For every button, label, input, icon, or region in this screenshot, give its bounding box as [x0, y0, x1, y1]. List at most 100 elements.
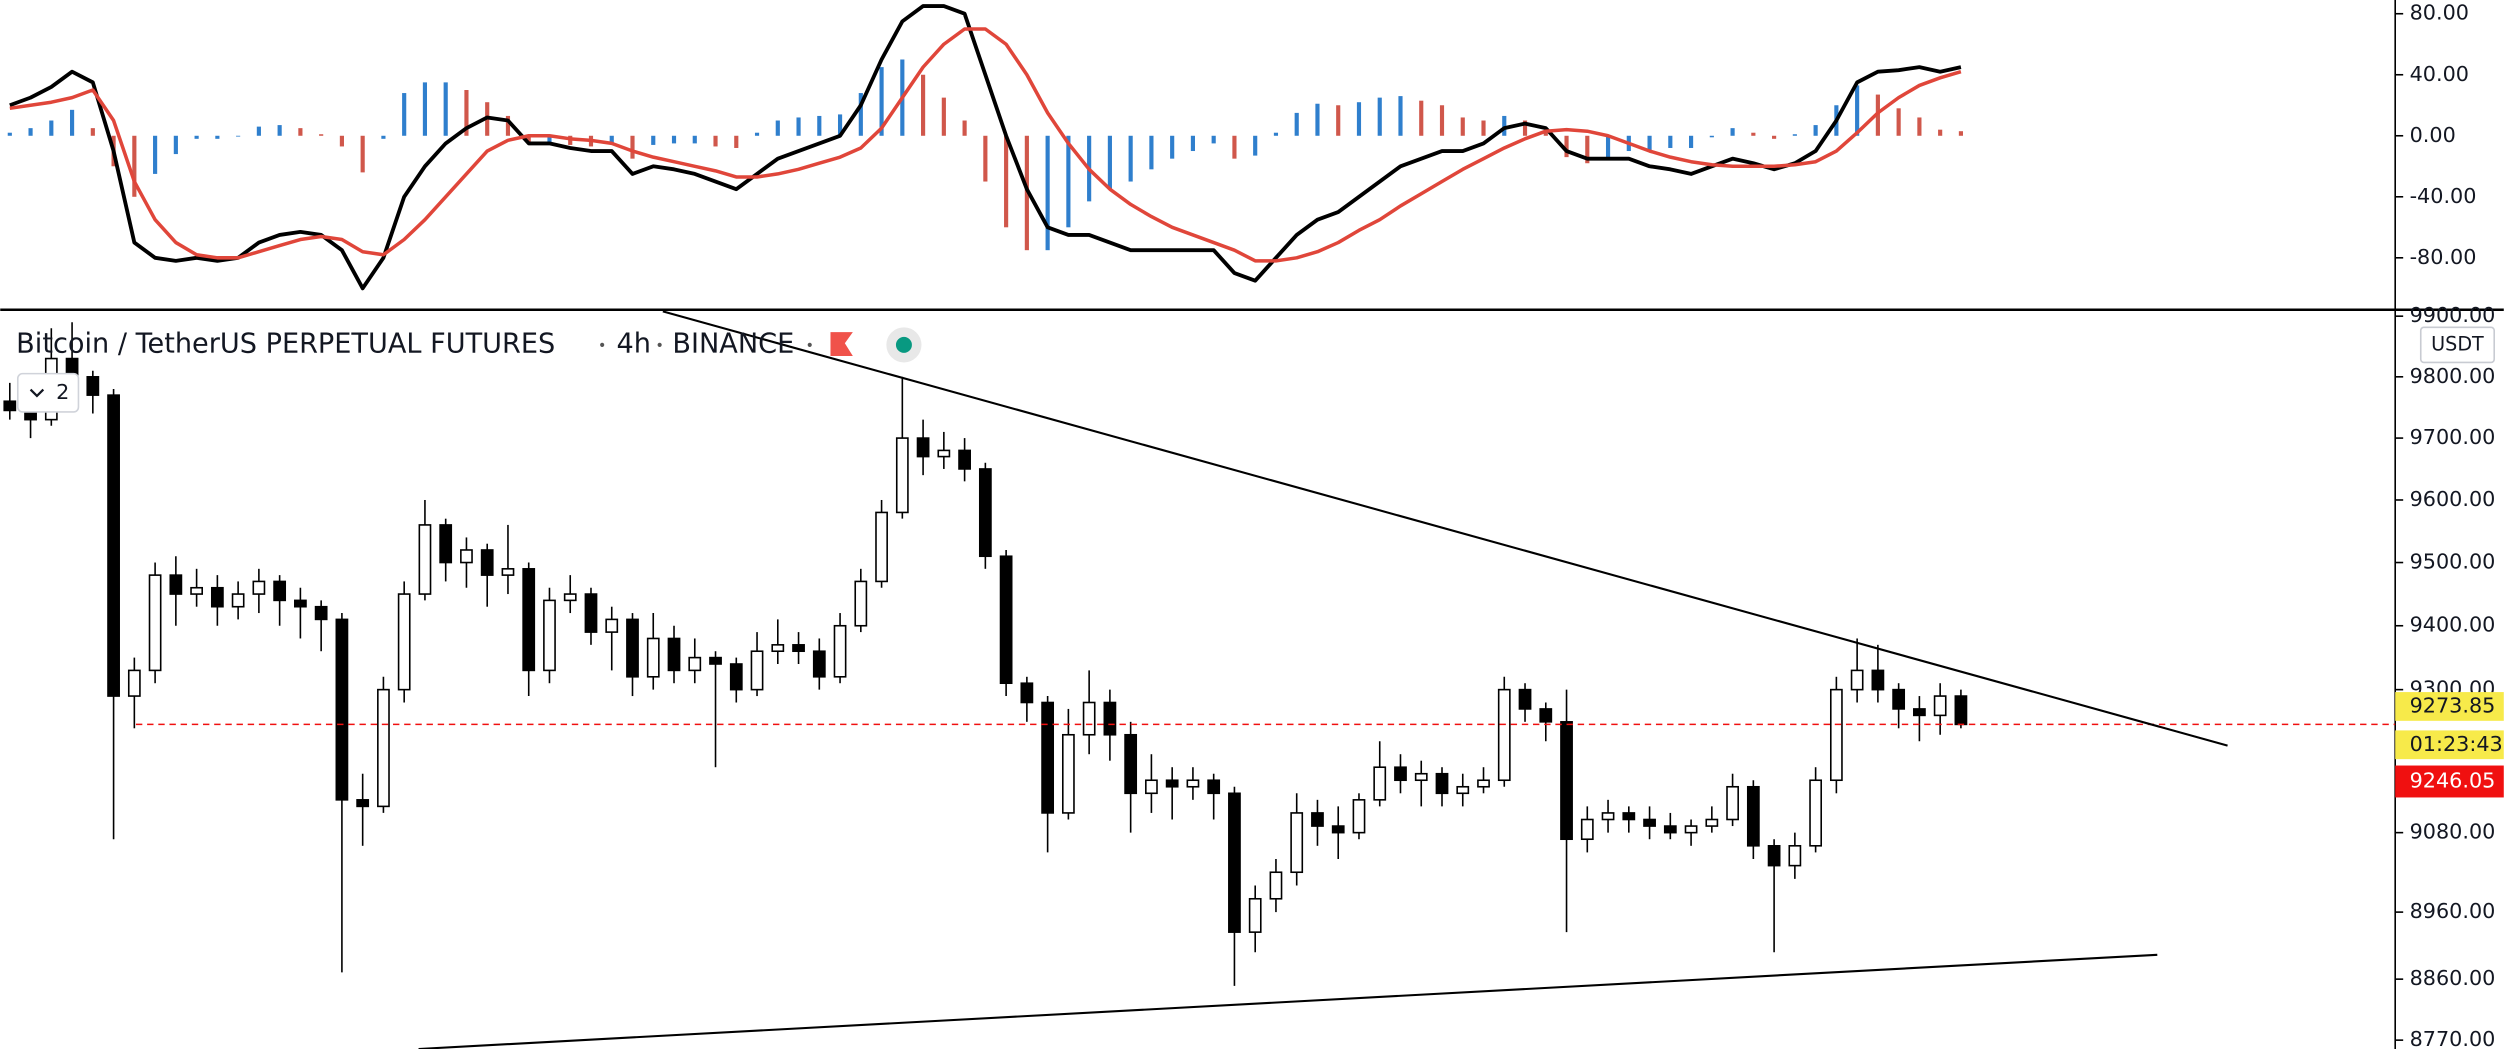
histogram-bar — [236, 135, 241, 137]
candle-body — [522, 568, 536, 672]
histogram-bar — [1813, 125, 1818, 136]
histogram-bar — [1855, 85, 1860, 136]
histogram-bar — [1128, 135, 1133, 182]
histogram-bar — [381, 135, 386, 139]
flag-icon[interactable] — [830, 332, 853, 357]
candle-body — [875, 511, 888, 583]
y-tick-label: 9600.00 — [2410, 487, 2496, 511]
status-icon[interactable] — [895, 336, 912, 353]
histogram-bar — [921, 74, 926, 136]
candle-body — [210, 586, 224, 608]
candle-body — [418, 524, 432, 595]
candle-body — [1435, 772, 1449, 795]
histogram-bar — [1792, 134, 1797, 136]
candle-body — [356, 799, 370, 808]
histogram-bar — [69, 109, 75, 136]
histogram-bar — [962, 120, 967, 136]
candle-body — [792, 644, 805, 653]
histogram-bar — [1190, 135, 1195, 152]
histogram-bar — [1605, 135, 1611, 159]
marker-price-label: 9273.85 — [2410, 693, 2496, 717]
candle-body — [314, 605, 328, 621]
histogram-bar — [1502, 115, 1507, 136]
exchange[interactable]: BINANCE — [672, 328, 794, 359]
candle-body — [335, 618, 349, 801]
candle-body — [667, 637, 681, 672]
candle-body — [1477, 779, 1490, 788]
candle-body — [1850, 669, 1864, 691]
candle-body — [1228, 792, 1241, 933]
histogram-bar — [1066, 135, 1071, 228]
macd-pane: 80.00 40.00 0.00 -40.00 -80.00 — [7, 1, 2477, 291]
trend-line[interactable] — [418, 953, 2158, 1049]
histogram-bar — [1585, 135, 1590, 164]
y-tick-label: 8960.00 — [2410, 899, 2496, 923]
histogram-bar — [402, 93, 407, 136]
histogram-bar — [983, 135, 988, 182]
candle-body — [1767, 845, 1781, 867]
histogram-bar — [817, 115, 822, 136]
histogram-bar — [443, 82, 448, 136]
candle-body — [1186, 779, 1200, 788]
histogram-bar — [1958, 131, 1963, 136]
histogram-bar — [28, 128, 33, 136]
histogram-bar — [1564, 135, 1569, 158]
candle-body — [1311, 812, 1324, 827]
candle-body — [1394, 766, 1407, 782]
y-tick-label: 9700.00 — [2410, 425, 2496, 449]
y-tick-label: -40.00 — [2410, 184, 2477, 208]
candle-body — [1726, 785, 1739, 821]
candle-body — [1560, 721, 1573, 841]
histogram-bar — [132, 135, 137, 197]
candle-body — [190, 586, 203, 595]
candle-body — [1331, 825, 1345, 834]
candle-body — [1352, 799, 1366, 834]
candle-body — [439, 524, 453, 564]
histogram-bar — [1398, 96, 1403, 136]
candle-body — [1124, 733, 1138, 795]
candle-body — [1041, 701, 1055, 814]
histogram-bar — [1273, 132, 1279, 136]
candle-body — [1622, 812, 1636, 821]
candle-body — [1456, 785, 1470, 795]
candle-body — [978, 468, 992, 558]
trend-line[interactable] — [662, 310, 2228, 747]
candle-body — [377, 688, 390, 808]
candle-body — [958, 449, 971, 470]
histogram-bar — [1460, 117, 1465, 136]
macd-line — [9, 4, 1962, 291]
candle-body — [1103, 701, 1117, 736]
candle-body — [169, 574, 183, 595]
currency-box[interactable] — [2419, 326, 2495, 364]
histogram-bar — [256, 126, 261, 136]
candle-body — [543, 599, 556, 672]
histogram-bar — [49, 120, 54, 136]
candle-body — [937, 449, 951, 458]
candle-body — [294, 599, 307, 608]
interval[interactable]: 4h — [617, 328, 651, 359]
histogram-bar — [713, 135, 718, 147]
candle-body — [771, 644, 785, 653]
currency-label: USDT — [2431, 332, 2484, 355]
histogram-bar — [1917, 117, 1922, 136]
histogram-bar — [1419, 100, 1424, 136]
candle-body — [480, 549, 494, 576]
y-tick-label: 0.00 — [2410, 123, 2456, 147]
histogram-bar — [734, 135, 739, 148]
candle-body — [1290, 812, 1304, 874]
candle-body — [1933, 695, 1947, 717]
candle-body — [1145, 779, 1158, 795]
last-price-box — [2395, 765, 2504, 798]
candle-body — [107, 394, 120, 697]
histogram-bar — [173, 135, 178, 155]
legend-header: Bitcoin / TetherUS PERPETUAL FUTURES 4h … — [16, 327, 922, 413]
symbol-title[interactable]: Bitcoin / TetherUS PERPETUAL FUTURES — [16, 328, 555, 359]
candle-body — [1165, 779, 1179, 788]
candle-body — [854, 580, 868, 627]
candle-body — [812, 650, 826, 678]
y-tick-label: 9800.00 — [2410, 364, 2496, 388]
collapse-button[interactable] — [16, 372, 80, 413]
histogram-bar — [1253, 135, 1258, 156]
